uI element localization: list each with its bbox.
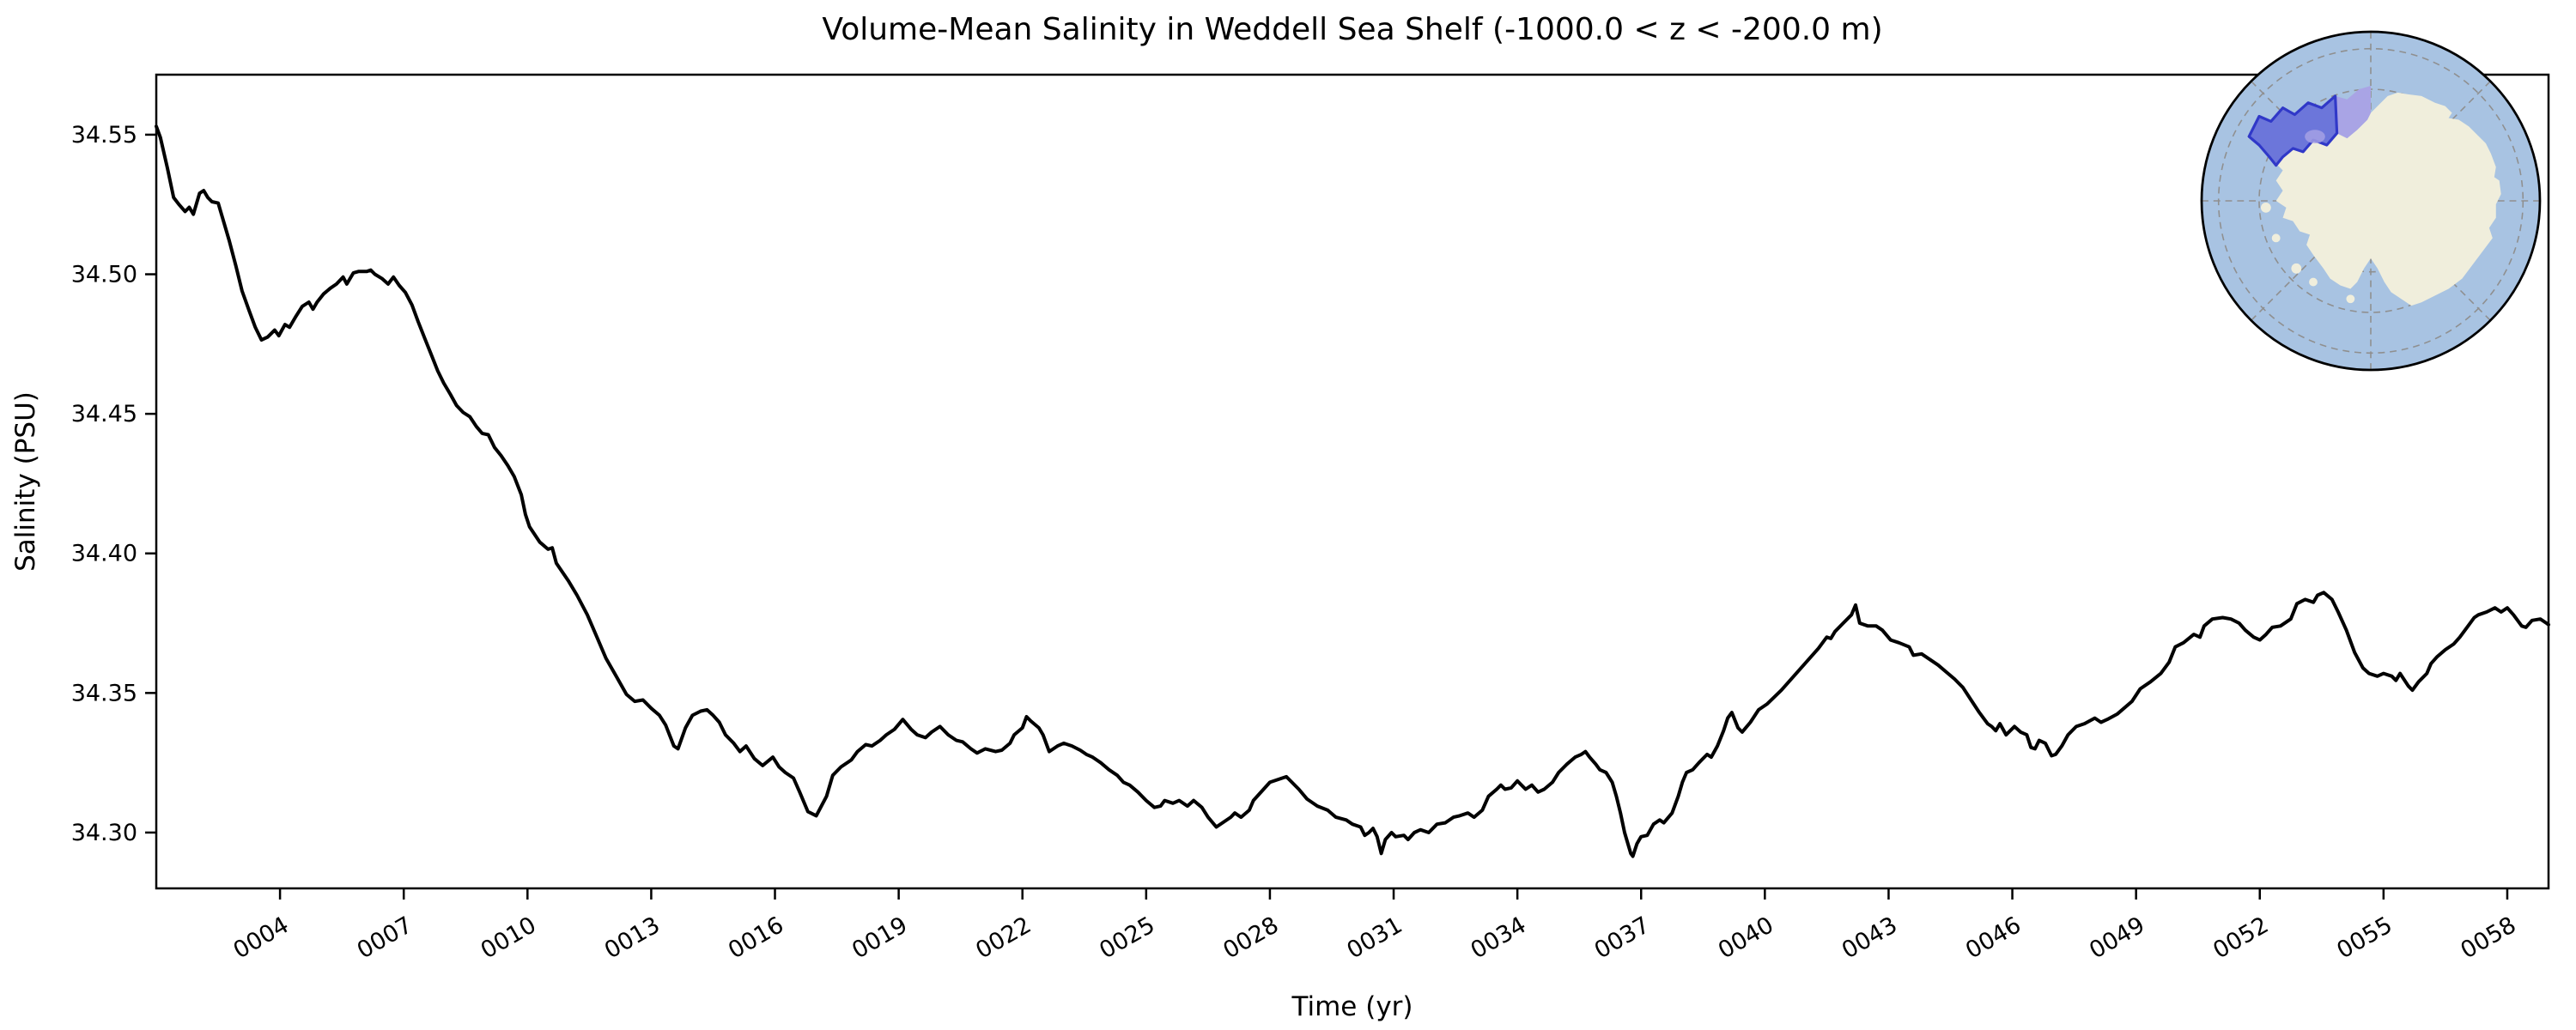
x-tick-label: 0004 xyxy=(229,912,294,964)
y-tick-label: 34.40 xyxy=(71,541,137,567)
x-tick-label: 0019 xyxy=(848,912,912,964)
x-tick-label: 0028 xyxy=(1218,912,1283,964)
plot-area xyxy=(155,73,2550,890)
x-tick-label: 0031 xyxy=(1343,912,1407,964)
x-axis-ticks: 0004 0007 0010 0013 0016 0019 0022 0025 0028 0031… xyxy=(229,888,2520,964)
x-tick-label: 0010 xyxy=(477,912,541,964)
x-tick-label: 0052 xyxy=(2208,912,2273,964)
y-axis-label: Salinity (PSU) xyxy=(10,391,41,572)
figure-title: Volume-Mean Salinity in Weddell Sea Shel… xyxy=(822,12,1882,47)
x-tick-label: 0034 xyxy=(1467,912,1531,964)
x-tick-label: 0046 xyxy=(1961,912,2026,964)
x-tick-label: 0016 xyxy=(724,912,788,964)
x-tick-label: 0022 xyxy=(971,912,1036,964)
salinity-line xyxy=(155,124,2550,858)
y-tick-label: 34.50 xyxy=(71,262,137,288)
x-tick-label: 0058 xyxy=(2456,912,2520,964)
weddell-region-highlight xyxy=(2247,86,2371,167)
x-tick-label: 0037 xyxy=(1590,912,1655,964)
y-tick-label: 34.55 xyxy=(71,122,137,148)
x-tick-label: 0040 xyxy=(1714,912,1778,964)
x-tick-label: 0055 xyxy=(2332,912,2397,964)
y-tick-label: 34.30 xyxy=(71,820,137,846)
y-tick-label: 34.35 xyxy=(71,680,137,706)
inset-border xyxy=(2200,30,2542,372)
x-tick-label: 0049 xyxy=(2085,912,2149,964)
x-tick-label: 0043 xyxy=(1838,912,1902,964)
x-tick-label: 0007 xyxy=(353,912,417,964)
inset-map xyxy=(2200,30,2542,372)
y-tick-label: 34.45 xyxy=(71,401,137,427)
x-tick-label: 0025 xyxy=(1095,912,1159,964)
y-axis-ticks: 34.30 34.35 34.40 34.45 34.50 34.55 xyxy=(71,122,156,846)
x-tick-label: 0013 xyxy=(600,912,665,964)
x-axis-label: Time (yr) xyxy=(1291,991,1413,1022)
